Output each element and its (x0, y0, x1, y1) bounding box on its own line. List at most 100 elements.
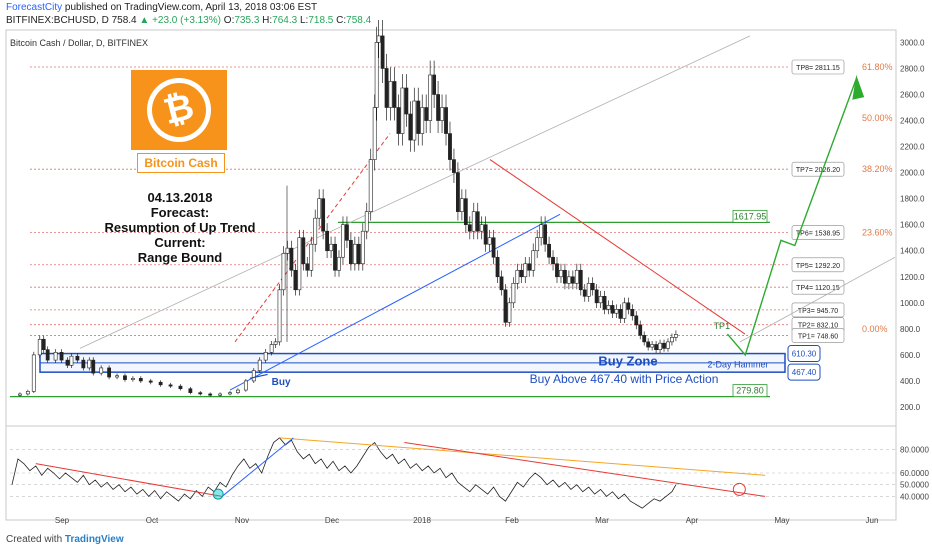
osc-breakout-marker-2 (732, 482, 746, 496)
candle (436, 94, 440, 121)
candle (257, 359, 262, 371)
target-label-box (791, 59, 845, 75)
osc-breakout-marker (212, 488, 224, 500)
candle (333, 243, 337, 271)
candle (87, 359, 92, 369)
author-link[interactable]: ForecastCity (6, 2, 63, 13)
fib-level-label: 61.80% (862, 62, 893, 72)
candle (356, 243, 361, 265)
candle (539, 224, 544, 239)
low-label: L: (299, 15, 309, 26)
candle (586, 282, 591, 297)
candle (566, 276, 571, 284)
target-label-box (791, 161, 845, 177)
buy-zone-label: Buy Zone (598, 354, 657, 369)
candle (511, 282, 516, 304)
forecast-arrow-head (852, 74, 865, 100)
publish-line: ForecastCity published on TradingView.co… (6, 2, 317, 13)
candle (123, 375, 127, 380)
open-value: 735.3 (234, 15, 260, 26)
price-tick-label: 1000.0 (900, 299, 925, 308)
close-label: C: (336, 15, 347, 26)
candle (491, 237, 496, 258)
created-with-text: Created with (6, 534, 63, 545)
blue-trendline (229, 213, 561, 391)
candle (658, 342, 662, 350)
candle (531, 250, 536, 271)
green-level-box (732, 384, 768, 397)
candle (424, 107, 429, 121)
candle (448, 133, 452, 160)
price-tick-label: 2400.0 (900, 117, 925, 126)
support-value-box (787, 363, 821, 381)
candle (527, 263, 532, 271)
forecast-arrow-path (726, 78, 857, 357)
candle (467, 224, 472, 232)
candle (148, 380, 153, 383)
candle (428, 74, 433, 121)
candle (610, 305, 615, 314)
target-label-box (791, 257, 845, 273)
candle (243, 380, 248, 391)
time-axis[interactable]: Sep Oct Nov Dec 2018 Feb Mar Apr May Jun (55, 516, 879, 525)
candle (412, 100, 417, 141)
candle (285, 247, 290, 254)
osc-blue-trend (221, 437, 294, 497)
price-tick-label: 2200.0 (900, 143, 925, 152)
candle (507, 302, 512, 323)
candle (614, 309, 619, 314)
price-tick-label: 1800.0 (900, 195, 925, 204)
bitcoin-symbol-icon: ₿ (146, 77, 212, 143)
candle (325, 230, 330, 252)
candle (547, 243, 551, 258)
candle (376, 35, 381, 43)
ohlc-line: BITFINEX:BCHUSD, D 758.4 ▲ +23.0 (+3.13%… (6, 15, 371, 26)
candle (555, 263, 559, 278)
red-dashed-trendline (234, 133, 391, 343)
candle (31, 354, 36, 392)
time-tick-label: Nov (235, 516, 249, 525)
candle (440, 107, 444, 121)
osc-red-trend-1 (35, 463, 223, 497)
last-price: 758.4 (111, 15, 137, 26)
price-tick-label: 200.0 (900, 403, 921, 412)
fib-level-label: 50.00% (862, 113, 893, 123)
chart-canvas[interactable]: Bitcoin Cash / Dollar, D, BITFINEX 200.0… (0, 0, 932, 530)
buy-label: Buy (272, 377, 291, 388)
support-value-label: 610.30 (792, 350, 817, 359)
candle (559, 269, 563, 278)
buy-above-label: Buy Above 467.40 with Price Action (530, 372, 719, 386)
target-level-label: TP7= 2026.20 (796, 167, 840, 174)
publish-info: published on TradingView.com, April 13, … (64, 2, 318, 13)
candle (364, 211, 369, 232)
candle (25, 391, 30, 395)
oscillator-tick-label: 80.0000 (900, 446, 929, 455)
candle (416, 100, 421, 134)
candle (646, 341, 651, 348)
candle (263, 351, 268, 361)
candle (598, 296, 603, 304)
price-tick-label: 1200.0 (900, 273, 925, 282)
time-tick-label: May (774, 516, 789, 525)
time-tick-label: Jun (866, 516, 879, 525)
current-label: Current: (154, 235, 206, 250)
oscillator-tick-label: 50.0000 (900, 481, 929, 490)
candle (337, 256, 341, 271)
forecast-text: 04.13.2018 Forecast: Resumption of Up Tr… (100, 190, 260, 265)
target-label-box (791, 279, 845, 295)
tradingview-link[interactable]: TradingView (64, 534, 124, 545)
candle (178, 385, 183, 390)
candle (360, 230, 365, 265)
candle (18, 393, 22, 396)
support-value-label: 467.40 (792, 368, 817, 377)
price-tick-label: 2000.0 (900, 169, 925, 178)
candle (41, 338, 46, 350)
fib-level-label: 23.60% (862, 228, 893, 238)
fib-level-label: 38.20% (862, 164, 893, 174)
forecast-date: 04.13.2018 (147, 190, 213, 205)
candle (388, 81, 393, 108)
high-label: H: (262, 15, 273, 26)
candle (384, 68, 389, 108)
candle (396, 107, 401, 134)
tp1-label: TP1 (714, 321, 731, 331)
